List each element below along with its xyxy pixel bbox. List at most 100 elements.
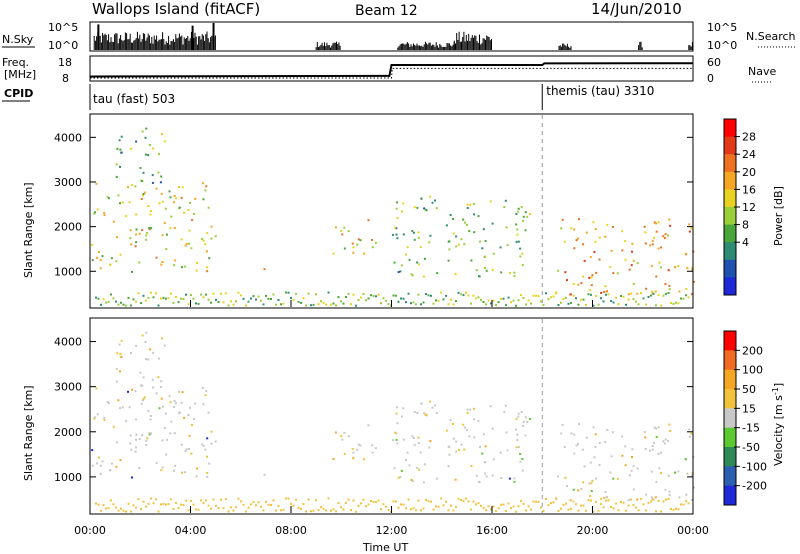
power-echo	[155, 256, 158, 259]
power-echo-near	[485, 303, 487, 306]
velocity-echo-near	[240, 500, 242, 503]
velocity-echo	[455, 450, 458, 453]
power-echo	[519, 247, 522, 250]
velocity-echo-near	[485, 509, 487, 512]
power-echo-near	[462, 294, 465, 297]
power-echo-near	[152, 296, 155, 299]
velocity-echo-near	[592, 510, 595, 513]
velocity-echo-near	[197, 508, 200, 511]
velocity-echo-near	[672, 508, 675, 511]
power-echo-near	[340, 300, 342, 303]
power-echo	[115, 260, 118, 263]
velocity-echo	[649, 449, 652, 452]
velocity-echo-near	[527, 505, 530, 508]
velocity-echo	[201, 443, 204, 446]
velocity-echo	[396, 422, 399, 425]
power-echo	[515, 223, 518, 226]
power-echo-near	[625, 303, 627, 306]
velocity-echo	[110, 462, 113, 465]
power-echo-near	[552, 295, 555, 298]
velocity-echo-near	[157, 510, 160, 513]
velocity-echo	[128, 406, 131, 409]
velocity-echo	[580, 487, 583, 490]
velocity-cbar-swatch	[724, 408, 736, 429]
power-echo-near	[362, 292, 365, 295]
velocity-echo-near	[457, 497, 460, 500]
power-echo-near	[457, 291, 460, 294]
power-echo	[202, 239, 205, 242]
power-echo	[119, 165, 121, 168]
velocity-echo	[394, 431, 397, 434]
power-echo	[91, 243, 94, 246]
velocity-echo	[151, 378, 154, 381]
power-echo	[347, 230, 350, 233]
power-echo	[181, 186, 184, 189]
power-echo-near	[447, 303, 450, 306]
power-echo-near	[185, 293, 187, 296]
power-echo	[478, 275, 481, 278]
velocity-echo	[158, 407, 161, 410]
power-echo	[452, 217, 454, 220]
velocity-echo	[582, 448, 585, 451]
power-echo-near	[202, 296, 205, 299]
power-echo-near	[385, 299, 387, 302]
velocity-echo-near	[477, 502, 480, 505]
power-echo-near	[175, 296, 177, 298]
power-echo	[394, 226, 397, 229]
power-echo-near	[157, 304, 160, 307]
power-echo	[164, 207, 167, 210]
velocity-echo-near	[475, 503, 477, 506]
nsearch-label: N.Search	[746, 30, 796, 43]
power-echo-near	[672, 302, 675, 305]
velocity-echo-near	[380, 508, 382, 511]
velocity-echo-near	[677, 508, 680, 511]
velocity-echo	[138, 438, 141, 441]
power-echo-near	[325, 303, 327, 306]
power-echo	[180, 238, 183, 241]
velocity-echo-near	[437, 505, 440, 508]
power-echo	[189, 201, 191, 204]
velocity-echo	[448, 445, 451, 448]
velocity-echo	[94, 416, 97, 419]
velocity-echo-near	[265, 500, 267, 503]
power-echo	[359, 239, 362, 242]
power-echo	[657, 247, 660, 250]
velocity-echo	[524, 434, 527, 437]
range-tick-label: 2000	[54, 221, 82, 234]
velocity-echo-near	[617, 509, 620, 512]
power-echo	[690, 293, 693, 296]
velocity-echo-near	[535, 500, 537, 503]
power-echo-near	[122, 303, 125, 306]
velocity-echo	[371, 444, 374, 447]
power-echo-near	[360, 296, 362, 299]
velocity-echo-near	[670, 508, 672, 510]
velocity-echo	[417, 436, 420, 439]
velocity-echo-near	[325, 509, 327, 512]
power-echo	[169, 227, 172, 230]
velocity-echo-near	[315, 499, 317, 502]
power-echo	[582, 275, 585, 278]
velocity-echo-near	[305, 510, 307, 513]
velocity-echo	[479, 445, 481, 448]
power-echo	[466, 207, 469, 209]
time-axis-label: Time UT	[362, 541, 408, 554]
power-echo	[677, 265, 680, 267]
velocity-echo-near	[427, 500, 430, 503]
velocity-echo-near	[100, 509, 102, 512]
velocity-echo	[448, 453, 451, 456]
power-echo-near	[520, 294, 522, 297]
velocity-echo-near	[322, 507, 325, 510]
velocity-echo	[174, 464, 177, 467]
nsky-frame	[89, 21, 694, 52]
velocity-echo-near	[220, 498, 222, 501]
velocity-echo	[429, 400, 431, 403]
velocity-echo	[560, 432, 563, 435]
power-echo-near	[560, 301, 562, 304]
power-echo	[481, 247, 484, 250]
power-echo-near	[182, 298, 185, 300]
velocity-echo	[206, 437, 209, 440]
velocity-echo	[594, 433, 597, 436]
velocity-echo-near	[432, 508, 435, 511]
velocity-echo-near	[472, 500, 475, 503]
velocity-echo-near	[560, 507, 562, 510]
